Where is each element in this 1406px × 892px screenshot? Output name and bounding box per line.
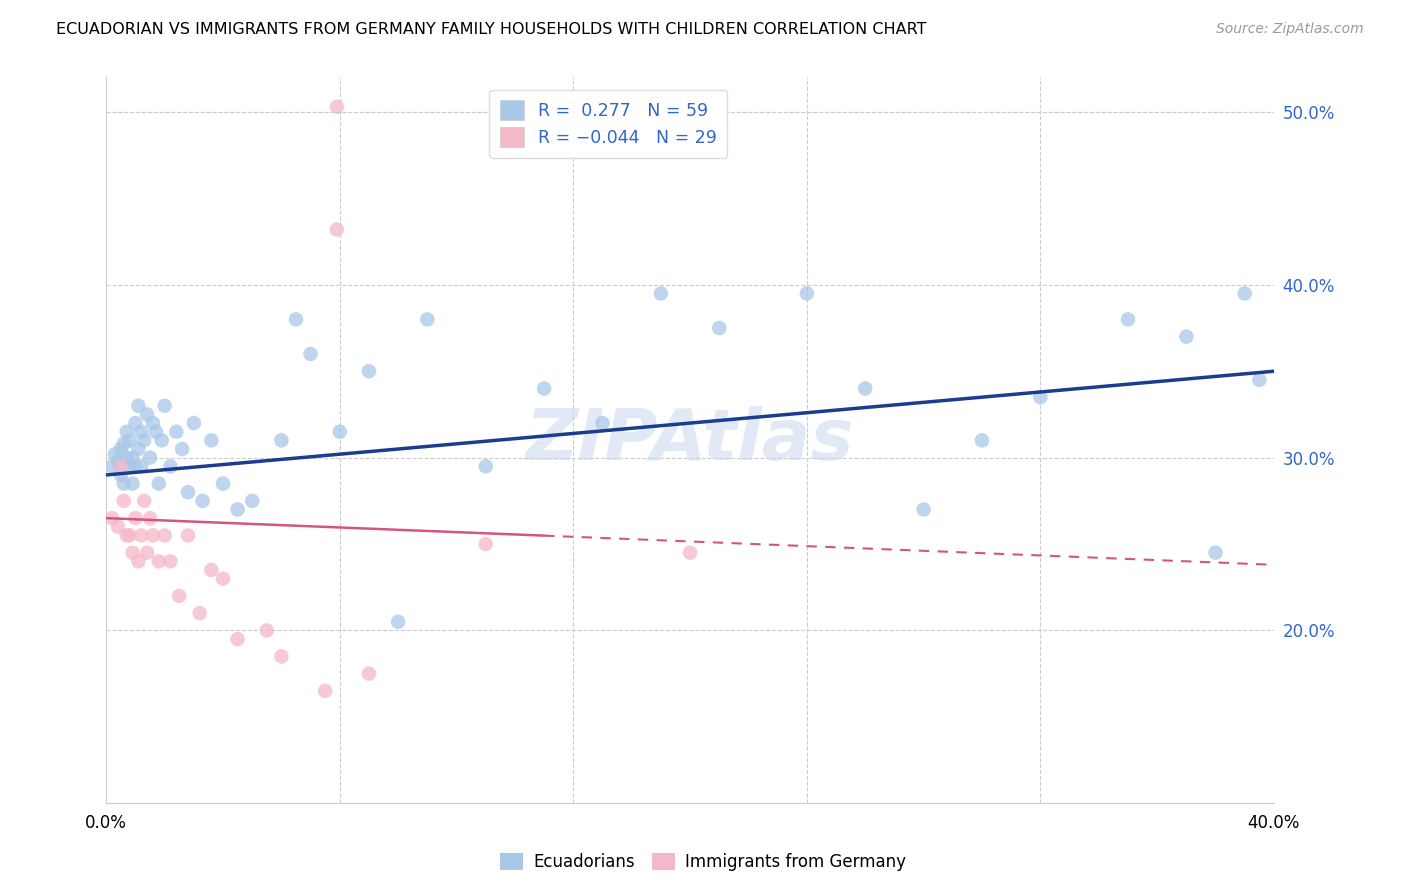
Point bbox=[1249, 373, 1271, 387]
Point bbox=[172, 442, 194, 456]
Point bbox=[134, 434, 156, 448]
Point bbox=[121, 546, 143, 560]
Point bbox=[270, 649, 292, 664]
Point bbox=[112, 493, 135, 508]
Point bbox=[139, 450, 162, 465]
Point bbox=[970, 434, 993, 448]
Point bbox=[709, 321, 731, 335]
Point bbox=[124, 416, 146, 430]
Point bbox=[256, 624, 278, 638]
Point bbox=[533, 382, 555, 396]
Point bbox=[110, 467, 132, 482]
Point bbox=[115, 528, 138, 542]
Text: ZIPAtlas: ZIPAtlas bbox=[526, 406, 855, 475]
Point bbox=[127, 442, 149, 456]
Point bbox=[107, 454, 129, 468]
Point bbox=[240, 493, 263, 508]
Point bbox=[129, 425, 152, 439]
Point bbox=[183, 416, 205, 430]
Text: ECUADORIAN VS IMMIGRANTS FROM GERMANY FAMILY HOUSEHOLDS WITH CHILDREN CORRELATIO: ECUADORIAN VS IMMIGRANTS FROM GERMANY FA… bbox=[56, 22, 927, 37]
Point bbox=[165, 425, 187, 439]
Point bbox=[200, 434, 222, 448]
Point bbox=[142, 416, 165, 430]
Point bbox=[650, 286, 672, 301]
Point bbox=[1116, 312, 1139, 326]
Point bbox=[1205, 546, 1227, 560]
Point bbox=[326, 100, 349, 114]
Point bbox=[226, 632, 249, 646]
Point bbox=[110, 442, 132, 456]
Point bbox=[679, 546, 702, 560]
Point bbox=[118, 528, 141, 542]
Point bbox=[124, 459, 146, 474]
Point bbox=[474, 537, 496, 551]
Point bbox=[853, 382, 876, 396]
Point bbox=[177, 485, 200, 500]
Point bbox=[177, 528, 200, 542]
Point bbox=[226, 502, 249, 516]
Point bbox=[212, 476, 235, 491]
Point bbox=[387, 615, 409, 629]
Point bbox=[148, 476, 170, 491]
Point bbox=[118, 434, 141, 448]
Point bbox=[107, 520, 129, 534]
Point bbox=[191, 493, 214, 508]
Point bbox=[416, 312, 439, 326]
Point bbox=[167, 589, 190, 603]
Point bbox=[129, 459, 152, 474]
Point bbox=[127, 399, 149, 413]
Point bbox=[153, 399, 176, 413]
Point bbox=[912, 502, 935, 516]
Point bbox=[110, 459, 132, 474]
Point bbox=[148, 554, 170, 568]
Point bbox=[115, 425, 138, 439]
Point bbox=[129, 528, 152, 542]
Point bbox=[357, 666, 380, 681]
Point bbox=[136, 408, 159, 422]
Point bbox=[1029, 390, 1052, 404]
Point bbox=[188, 606, 211, 620]
Point bbox=[592, 416, 614, 430]
Point bbox=[326, 222, 349, 236]
Point bbox=[118, 459, 141, 474]
Point bbox=[101, 459, 124, 474]
Point bbox=[101, 511, 124, 525]
Point bbox=[270, 434, 292, 448]
Point bbox=[121, 476, 143, 491]
Point bbox=[357, 364, 380, 378]
Point bbox=[329, 425, 352, 439]
Text: Source: ZipAtlas.com: Source: ZipAtlas.com bbox=[1216, 22, 1364, 37]
Legend: Ecuadorians, Immigrants from Germany: Ecuadorians, Immigrants from Germany bbox=[492, 845, 914, 880]
Point bbox=[153, 528, 176, 542]
Point bbox=[314, 684, 336, 698]
Point bbox=[121, 450, 143, 465]
Point bbox=[474, 459, 496, 474]
Point bbox=[124, 511, 146, 525]
Point bbox=[1175, 329, 1198, 343]
Point bbox=[299, 347, 322, 361]
Point bbox=[150, 434, 173, 448]
Point bbox=[159, 554, 181, 568]
Point bbox=[145, 425, 167, 439]
Point bbox=[200, 563, 222, 577]
Point bbox=[142, 528, 165, 542]
Point bbox=[115, 450, 138, 465]
Point bbox=[104, 447, 127, 461]
Point bbox=[285, 312, 308, 326]
Point bbox=[134, 493, 156, 508]
Point bbox=[112, 476, 135, 491]
Point bbox=[139, 511, 162, 525]
Point bbox=[112, 437, 135, 451]
Point bbox=[212, 572, 235, 586]
Point bbox=[159, 459, 181, 474]
Legend: R =  0.277   N = 59, R = −0.044   N = 29: R = 0.277 N = 59, R = −0.044 N = 29 bbox=[489, 90, 727, 158]
Point bbox=[796, 286, 818, 301]
Point bbox=[127, 554, 149, 568]
Point bbox=[1233, 286, 1256, 301]
Point bbox=[136, 546, 159, 560]
